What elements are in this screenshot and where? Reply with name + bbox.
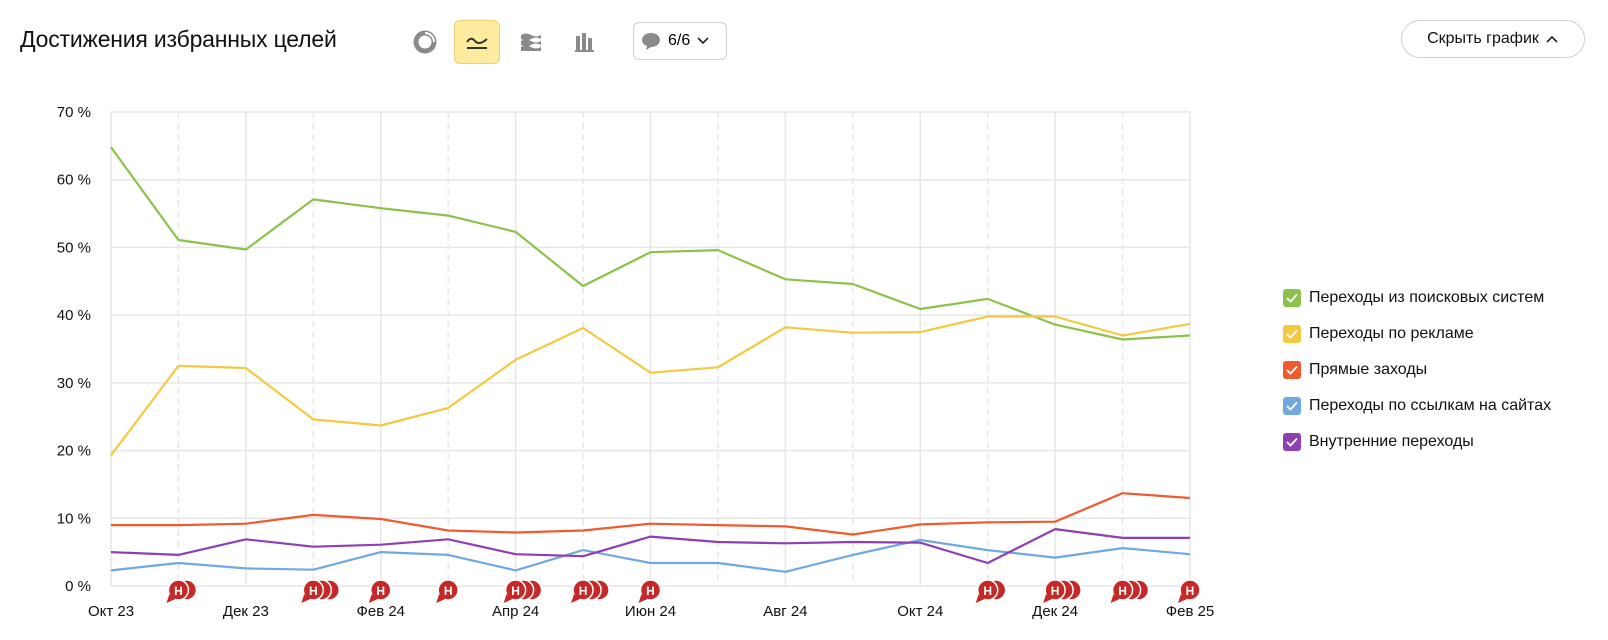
annotation-tail <box>1043 594 1053 603</box>
legend-item[interactable]: Прямые заходы <box>1283 352 1551 388</box>
annotation-label: Н <box>1118 584 1127 598</box>
comments-filter-button[interactable]: 6/6 <box>633 22 727 60</box>
legend-label: Переходы из поисковых систем <box>1309 289 1545 306</box>
legend-item[interactable]: Переходы по рекламе <box>1283 316 1551 352</box>
hide-chart-label: Скрыть график <box>1427 30 1539 47</box>
annotation-marker <box>1179 579 1201 601</box>
annotation-marker <box>504 579 527 601</box>
y-tick-label: 10 % <box>57 510 91 527</box>
pie-chart-button[interactable] <box>402 20 448 64</box>
x-tick-label: Авг 24 <box>763 603 807 620</box>
page-title: Достижения избранных целей <box>20 26 337 52</box>
line-chart-button[interactable] <box>454 20 500 64</box>
annotation-tail <box>503 594 513 603</box>
x-tick-label: Дек 24 <box>1032 603 1078 620</box>
annotation-marker <box>437 579 459 601</box>
chart-header: Достижения избранных целей 6/6 <box>0 0 1608 84</box>
y-tick-label: 40 % <box>57 307 91 324</box>
annotation-label: Н <box>1051 584 1060 598</box>
annotation-marker <box>1044 579 1066 601</box>
annotation-marker <box>167 579 190 601</box>
annotation-marker <box>976 579 999 601</box>
annotation-label: Н <box>444 584 453 598</box>
annotation-marker <box>370 579 392 601</box>
hide-chart-button[interactable]: Скрыть график <box>1401 20 1585 58</box>
annotation-label: Н <box>309 584 318 598</box>
x-tick-label: Фев 25 <box>1166 603 1215 620</box>
y-tick-label: 70 % <box>57 104 91 121</box>
legend-label: Переходы по рекламе <box>1309 325 1474 342</box>
annotation-marker <box>639 579 662 601</box>
series-line <box>110 146 1191 341</box>
y-tick-label: 50 % <box>57 239 91 256</box>
annotation-label: Н <box>1186 584 1195 598</box>
chevron-down-icon <box>697 37 709 45</box>
checkbox-checked-icon[interactable] <box>1283 397 1301 415</box>
legend-label: Прямые заходы <box>1309 361 1428 378</box>
annotation-label: Н <box>511 584 520 598</box>
x-tick-label: Июн 24 <box>625 603 676 620</box>
series-line <box>111 492 1191 536</box>
x-tick-label: Окт 23 <box>88 603 134 620</box>
stacked-bar-button[interactable] <box>562 20 608 64</box>
legend-label: Внутренние переходы <box>1309 433 1474 450</box>
series-line <box>110 528 1190 565</box>
annotation-label: Н <box>579 584 588 598</box>
stacked-area-button[interactable] <box>508 20 554 64</box>
legend-item[interactable]: Переходы из поисковых систем <box>1283 280 1551 316</box>
annotation-marker <box>302 579 325 601</box>
x-tick-label: Апр 24 <box>492 603 539 620</box>
checkbox-checked-icon[interactable] <box>1283 289 1301 307</box>
annotation-marker <box>1111 579 1134 601</box>
checkbox-checked-icon[interactable] <box>1283 325 1301 343</box>
pie-chart-icon <box>413 30 437 54</box>
stacked-bar-icon <box>575 33 594 52</box>
annotation-tail <box>975 594 985 603</box>
annotation-tail <box>301 594 311 603</box>
annotation-tail <box>436 594 446 603</box>
comment-icon <box>642 33 660 50</box>
annotation-tail <box>1110 594 1120 603</box>
annotation-tail <box>571 594 581 603</box>
legend-item[interactable]: Внутренние переходы <box>1283 424 1551 460</box>
annotation-marker <box>572 579 594 601</box>
y-tick-label: 20 % <box>57 443 91 460</box>
y-tick-label: 60 % <box>57 172 91 189</box>
stacked-area-icon <box>521 33 541 51</box>
annotation-label: Н <box>646 584 655 598</box>
x-tick-label: Дек 23 <box>223 603 269 620</box>
comments-count: 6/6 <box>668 32 691 49</box>
series-line <box>110 315 1191 456</box>
legend-label: Переходы по ссылкам на сайтах <box>1309 397 1552 414</box>
annotation-tail <box>638 594 648 603</box>
annotation-label: Н <box>376 584 385 598</box>
legend-item[interactable]: Переходы по ссылкам на сайтах <box>1283 388 1551 424</box>
x-tick-label: Окт 24 <box>897 603 943 620</box>
annotation-label: Н <box>174 584 183 598</box>
chart-legend: Переходы из поисковых систем Переходы по … <box>1283 280 1551 460</box>
line-chart-icon <box>466 37 488 49</box>
checkbox-checked-icon[interactable] <box>1283 361 1301 379</box>
annotation-tail <box>166 594 176 603</box>
checkbox-checked-icon[interactable] <box>1283 433 1301 451</box>
annotation-tail <box>368 594 378 603</box>
x-tick-label: Фев 24 <box>356 603 405 620</box>
line-chart: 0 % 10 % 20 % 30 % 40 % 50 % 60 % 70 % Окт 23 Дек… <box>57 104 1215 620</box>
chevron-up-icon <box>1546 35 1558 43</box>
y-tick-label: 30 % <box>57 375 91 392</box>
annotation-tail <box>1178 594 1187 603</box>
y-tick-label: 0 % <box>65 578 91 595</box>
annotation-label: Н <box>983 584 992 598</box>
